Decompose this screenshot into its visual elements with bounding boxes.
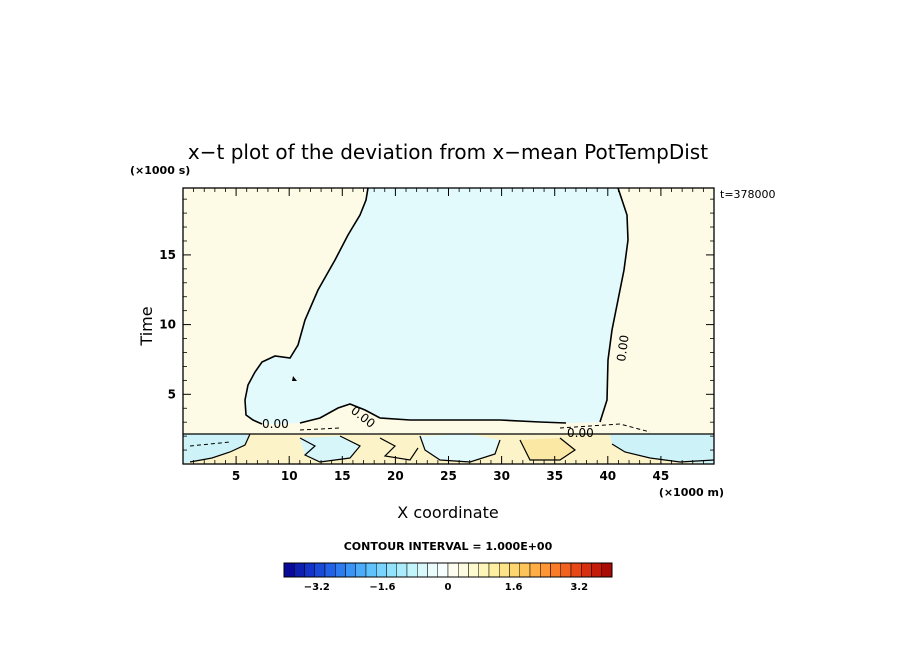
x-tick-label: 25 xyxy=(440,469,457,483)
colorbar-frame xyxy=(283,562,613,578)
colorbar-swatch xyxy=(509,562,520,578)
lower-band-negative-mid xyxy=(300,436,360,462)
colorbar-tick-label: 3.2 xyxy=(570,582,588,593)
contour-label-1: 0.00 xyxy=(262,417,289,431)
colorbar-swatch xyxy=(283,562,295,578)
lower-band-negative-left xyxy=(183,434,250,464)
lower-band-negative-right xyxy=(610,434,714,464)
y-tick-label: 10 xyxy=(159,318,176,332)
colorbar-swatch xyxy=(499,562,510,578)
y-axis-label: Time xyxy=(137,306,156,346)
x-axis-label: X coordinate xyxy=(397,503,498,522)
colorbar-tick-label: −3.2 xyxy=(304,582,330,593)
y-axis-ticks: 5 10 15 xyxy=(159,198,714,451)
colorbar-swatch xyxy=(365,562,377,578)
colorbar-swatch xyxy=(396,562,408,578)
colorbar-swatch xyxy=(478,562,490,578)
x-tick-label: 15 xyxy=(334,469,351,483)
colorbar-swatch xyxy=(601,562,613,578)
contour-interval-label: CONTOUR INTERVAL = 1.000E+00 xyxy=(344,540,553,553)
x-units-label: (×1000 m) xyxy=(659,486,724,499)
y-tick-label: 5 xyxy=(168,387,176,401)
negative-anomaly-region xyxy=(245,188,628,424)
colorbar-swatch xyxy=(581,562,592,578)
colorbar-swatch xyxy=(468,562,479,578)
colorbar-tick-label: 0 xyxy=(445,582,452,593)
colorbar-swatch xyxy=(324,562,336,578)
colorbar-swatch xyxy=(417,562,428,578)
colorbar-swatch xyxy=(529,562,541,578)
y-tick-label: 15 xyxy=(159,248,176,262)
colorbar-swatch xyxy=(458,562,469,578)
colorbar-swatch xyxy=(376,562,387,578)
colorbar-tick-label: −1.6 xyxy=(369,582,395,593)
colorbar-swatch xyxy=(386,562,397,578)
x-tick-label: 10 xyxy=(281,469,298,483)
colorbar-swatch xyxy=(304,562,315,578)
plot-area xyxy=(183,188,714,464)
time-stamp: t=378000 xyxy=(720,188,776,201)
colorbar-swatch xyxy=(447,562,459,578)
colorbar-swatch xyxy=(540,562,551,578)
small-marker xyxy=(292,376,297,381)
x-tick-label: 5 xyxy=(232,469,240,483)
colorbar-swatch xyxy=(427,562,438,578)
colorbar-swatch xyxy=(314,562,326,578)
contour-label-4: 0.00 xyxy=(614,334,632,362)
contour-label-3: 0.00 xyxy=(567,426,594,440)
y-units-label: (×1000 s) xyxy=(130,164,190,177)
x-tick-label: 35 xyxy=(546,469,563,483)
colorbar-swatch xyxy=(591,562,602,578)
colorbar-swatch xyxy=(294,562,305,578)
x-tick-label: 45 xyxy=(653,469,670,483)
colorbar-swatch xyxy=(488,562,500,578)
colorbar-swatch xyxy=(406,562,418,578)
chart-title: x−t plot of the deviation from x−mean Po… xyxy=(188,140,708,164)
lower-band-positive xyxy=(520,438,575,460)
lower-band-negative-center xyxy=(420,434,500,462)
colorbar-swatch xyxy=(570,562,582,578)
colorbar: −3.2 −1.6 0 1.6 3.2 xyxy=(283,562,613,593)
x-tick-label: 20 xyxy=(387,469,404,483)
zero-contour-lower xyxy=(183,433,714,463)
x-axis-ticks: 5 10 15 20 25 30 35 40 45 xyxy=(193,188,704,483)
colorbar-swatch xyxy=(437,562,449,578)
x-tick-label: 30 xyxy=(493,469,510,483)
x-tick-label: 40 xyxy=(599,469,616,483)
colorbar-swatch xyxy=(519,562,531,578)
zero-contour-upper xyxy=(244,188,629,425)
colorbar-swatch xyxy=(355,562,367,578)
colorbar-tick-label: 1.6 xyxy=(505,582,523,593)
colorbar-swatch xyxy=(345,562,356,578)
colorbar-swatch xyxy=(560,562,572,578)
colorbar-swatch xyxy=(335,562,346,578)
dashed-contour xyxy=(189,423,651,447)
colorbar-swatch xyxy=(550,562,561,578)
